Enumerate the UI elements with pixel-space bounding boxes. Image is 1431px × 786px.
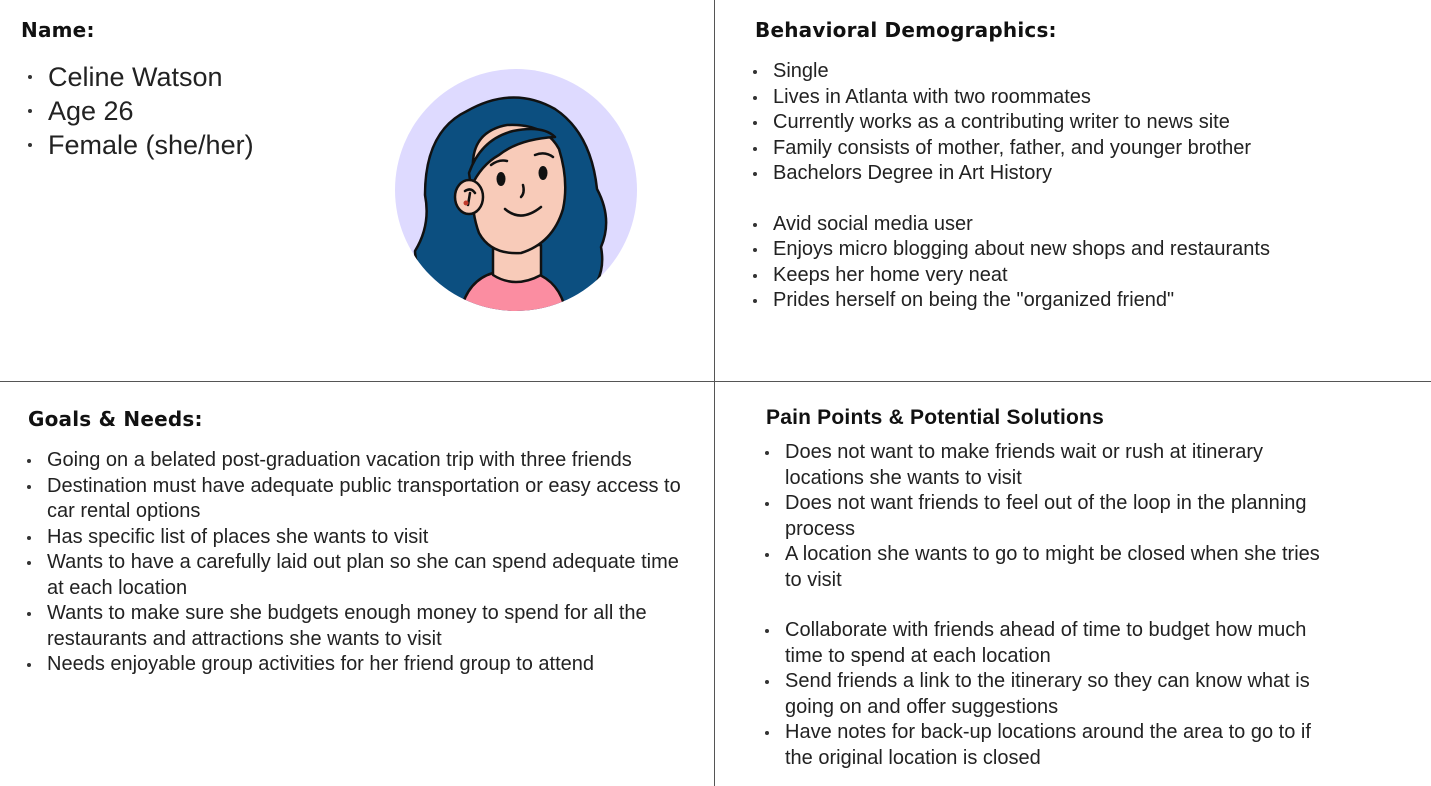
pain-points-heading: Pain Points & Potential Solutions xyxy=(766,406,1104,429)
goals-heading: Goals & Needs: xyxy=(28,407,203,431)
name-list: Celine Watson Age 26 Female (she/her) xyxy=(22,60,254,162)
name-heading: Name: xyxy=(21,18,95,42)
vertical-divider xyxy=(714,0,715,786)
list-item: Send friends a link to the itinerary so … xyxy=(759,669,1339,720)
list-item: Needs enjoyable group activities for her… xyxy=(21,652,681,678)
list-item: Wants to make sure she budgets enough mo… xyxy=(21,601,681,652)
list-item: Have notes for back-up locations around … xyxy=(759,720,1339,771)
list-item: Age 26 xyxy=(22,94,254,128)
list-item: Wants to have a carefully laid out plan … xyxy=(21,550,681,601)
goals-list: Going on a belated post-graduation vacat… xyxy=(21,448,681,678)
list-item: Keeps her home very neat xyxy=(747,263,1387,289)
list-item: Currently works as a contributing writer… xyxy=(747,110,1387,136)
list-item: Going on a belated post-graduation vacat… xyxy=(21,448,681,474)
user-avatar-icon xyxy=(395,69,637,311)
horizontal-divider xyxy=(0,381,1431,382)
list-item: A location she wants to go to might be c… xyxy=(759,542,1339,593)
list-item: Lives in Atlanta with two roommates xyxy=(747,85,1387,111)
list-item: Female (she/her) xyxy=(22,128,254,162)
list-item: Celine Watson xyxy=(22,60,254,94)
list-item: Destination must have adequate public tr… xyxy=(21,474,681,525)
list-item: Collaborate with friends ahead of time t… xyxy=(759,618,1339,669)
list-item: Family consists of mother, father, and y… xyxy=(747,136,1387,162)
list-item: Does not want friends to feel out of the… xyxy=(759,491,1339,542)
list-item: Prides herself on being the "organized f… xyxy=(747,288,1387,314)
list-item: Has specific list of places she wants to… xyxy=(21,525,681,551)
behavioral-heading: Behavioral Demographics: xyxy=(755,18,1057,42)
list-item: Avid social media user xyxy=(747,212,1387,238)
list-item: Enjoys micro blogging about new shops an… xyxy=(747,237,1387,263)
list-item: Single xyxy=(747,59,1387,85)
list-item: Does not want to make friends wait or ru… xyxy=(759,440,1339,491)
behavioral-list: Single Lives in Atlanta with two roommat… xyxy=(747,59,1387,314)
list-item: Bachelors Degree in Art History xyxy=(747,161,1387,187)
pain-points-list: Does not want to make friends wait or ru… xyxy=(759,440,1339,771)
